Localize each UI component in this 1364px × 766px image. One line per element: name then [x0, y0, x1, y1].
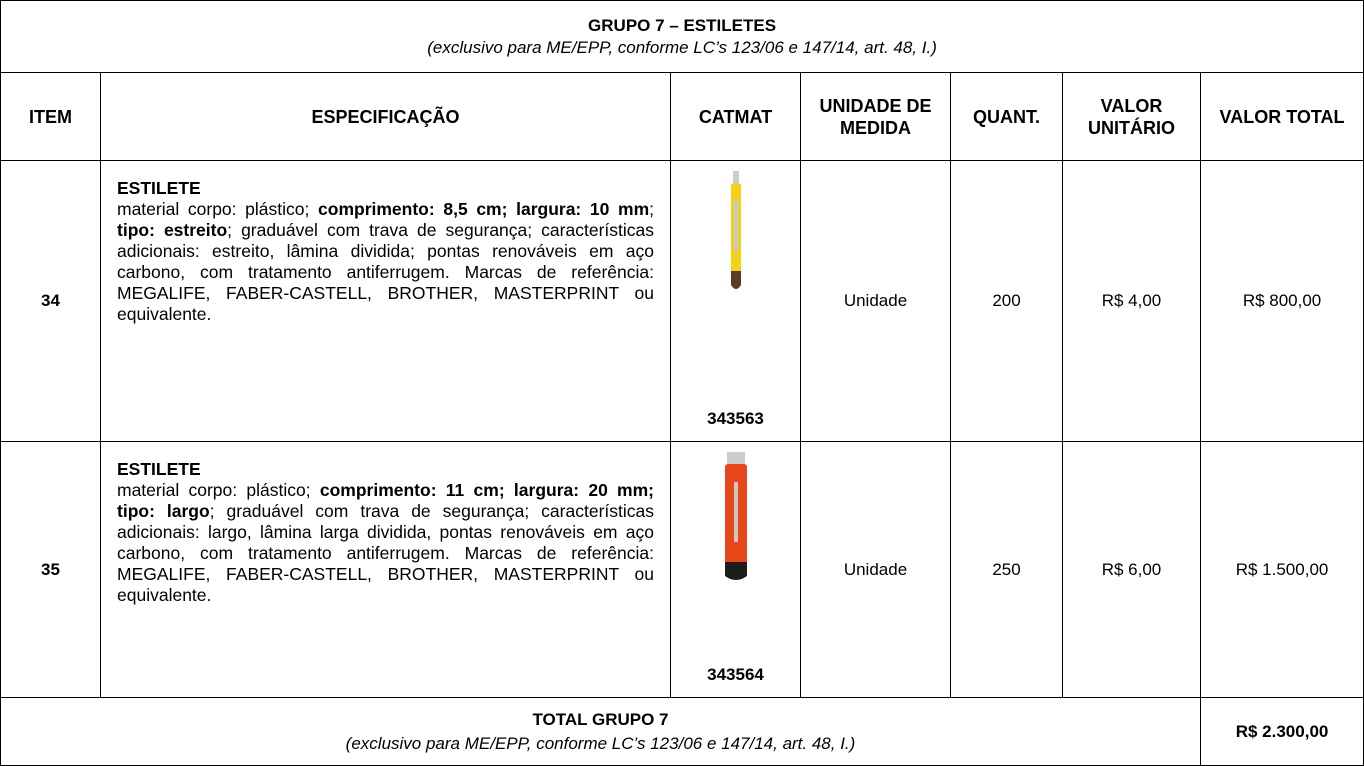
quantity: 250 — [950, 441, 1063, 698]
product-name: ESTILETE — [117, 178, 201, 198]
item-number: 35 — [0, 441, 101, 698]
catmat-code: 343563 — [707, 409, 764, 428]
footer-label: TOTAL GRUPO 7 (exclusivo para ME/EPP, co… — [0, 697, 1201, 766]
item-row: 35 ESTILETE material corpo: plástico; comp… — [0, 441, 1364, 698]
grip — [724, 562, 747, 580]
footer-total: R$ 2.300,00 — [1199, 697, 1364, 766]
blade — [726, 452, 745, 466]
footer-row: TOTAL GRUPO 7 (exclusivo para ME/EPP, co… — [0, 697, 1364, 766]
product-image — [730, 171, 741, 289]
quantity: 200 — [950, 160, 1063, 442]
spec-segment: ; graduável com trava de segurança; cara… — [117, 501, 654, 605]
unit-price: R$ 4,00 — [1062, 160, 1201, 442]
item-row: 34 ESTILETE material corpo: plástico; comp… — [0, 160, 1364, 442]
catmat: 343564 — [670, 441, 801, 698]
group-header: GRUPO 7 – ESTILETES (exclusivo para ME/E… — [0, 0, 1364, 73]
product-name: ESTILETE — [117, 459, 201, 479]
unit-price: R$ 6,00 — [1062, 441, 1201, 698]
slider-track — [733, 201, 738, 251]
catmat: 343563 — [670, 160, 801, 442]
spec-segment: ; — [649, 199, 655, 219]
specification: ESTILETE material corpo: plástico; compri… — [100, 160, 671, 442]
spec-segment: ; graduável com trava de segurança; cara… — [117, 220, 654, 324]
footer-subtitle: (exclusivo para ME/EPP, conforme LC’s 12… — [345, 733, 856, 753]
column-header: ESPECIFICAÇÃO — [100, 72, 671, 161]
unit: Unidade — [800, 441, 951, 698]
total-price: R$ 800,00 — [1199, 160, 1364, 442]
unit: Unidade — [800, 160, 951, 442]
slider-track — [733, 482, 738, 542]
column-header: QUANT. — [950, 72, 1063, 161]
column-header: ITEM — [0, 72, 101, 161]
blade — [732, 171, 739, 185]
column-header-row: ITEM ESPECIFICAÇÃO CATMAT UNIDADE DE MEDIDA… — [0, 72, 1364, 161]
item-number: 34 — [0, 160, 101, 442]
group-subtitle: (exclusivo para ME/EPP, conforme LC’s 12… — [427, 37, 937, 57]
total-price: R$ 1.500,00 — [1199, 441, 1364, 698]
spec-segment: comprimento: 8,5 cm; largura: 10 mm — [318, 199, 650, 219]
specification: ESTILETE material corpo: plástico; compri… — [100, 441, 671, 698]
catmat-box: 343563 — [671, 161, 800, 441]
product-image — [724, 452, 747, 580]
group-title: GRUPO 7 – ESTILETES — [588, 15, 777, 35]
catmat-code: 343564 — [707, 665, 764, 684]
spec-segment: material corpo: plástico; — [117, 480, 320, 500]
column-header: VALOR UNITÁRIO — [1062, 72, 1201, 161]
footer-title: TOTAL GRUPO 7 — [532, 709, 669, 729]
spec-segment: material corpo: plástico; — [117, 199, 319, 219]
column-header: VALOR TOTAL — [1199, 72, 1364, 161]
catmat-box: 343564 — [671, 442, 800, 697]
grip — [730, 271, 741, 289]
group-header-row: GRUPO 7 – ESTILETES (exclusivo para ME/E… — [0, 0, 1364, 73]
spec-segment: comprimento: 11 cm; largura: 20 mm; tipo… — [117, 480, 655, 521]
spec-segment: tipo: estreito — [117, 220, 228, 240]
column-header: CATMAT — [670, 72, 801, 161]
column-header: UNIDADE DE MEDIDA — [800, 72, 951, 161]
